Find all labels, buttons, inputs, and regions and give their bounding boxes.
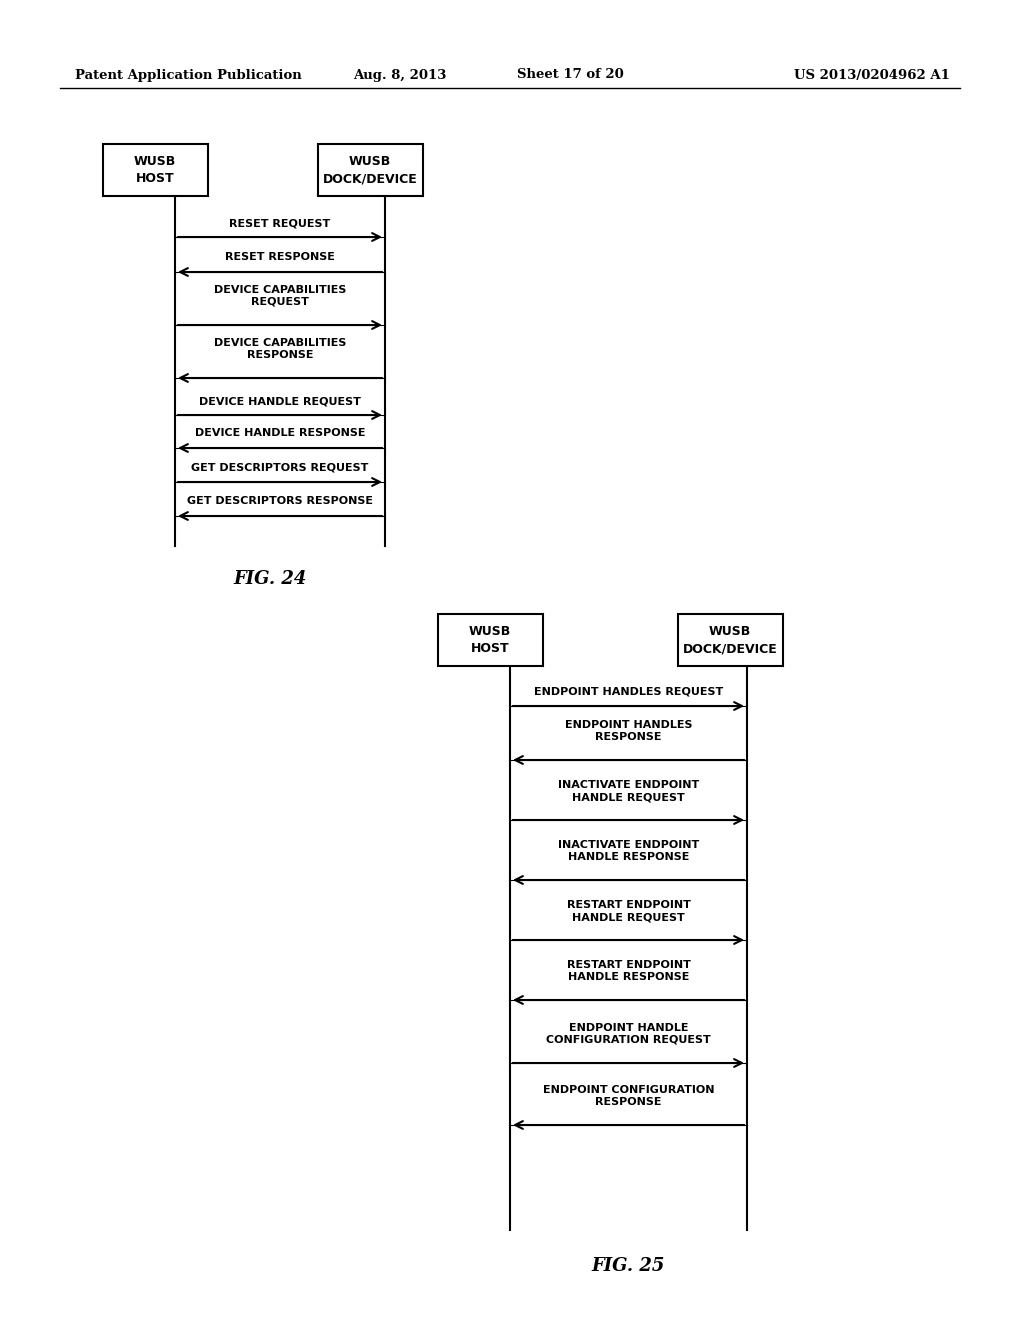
Text: US 2013/0204962 A1: US 2013/0204962 A1: [795, 69, 950, 82]
Text: ENDPOINT CONFIGURATION
RESPONSE: ENDPOINT CONFIGURATION RESPONSE: [543, 1085, 715, 1107]
Text: INACTIVATE ENDPOINT
HANDLE REQUEST: INACTIVATE ENDPOINT HANDLE REQUEST: [558, 780, 699, 803]
Bar: [678, 614, 782, 667]
Text: RESET REQUEST: RESET REQUEST: [229, 218, 331, 228]
Text: Patent Application Publication: Patent Application Publication: [75, 69, 302, 82]
Text: INACTIVATE ENDPOINT
HANDLE RESPONSE: INACTIVATE ENDPOINT HANDLE RESPONSE: [558, 840, 699, 862]
Text: Sheet 17 of 20: Sheet 17 of 20: [517, 69, 624, 82]
Text: ENDPOINT HANDLE
CONFIGURATION REQUEST: ENDPOINT HANDLE CONFIGURATION REQUEST: [546, 1023, 711, 1045]
Text: GET DESCRIPTORS RESPONSE: GET DESCRIPTORS RESPONSE: [187, 496, 373, 506]
Text: ENDPOINT HANDLES REQUEST: ENDPOINT HANDLES REQUEST: [534, 686, 723, 696]
Text: RESTART ENDPOINT
HANDLE REQUEST: RESTART ENDPOINT HANDLE REQUEST: [566, 900, 690, 921]
Text: DEVICE HANDLE RESPONSE: DEVICE HANDLE RESPONSE: [195, 428, 366, 438]
Text: FIG. 24: FIG. 24: [233, 570, 306, 587]
Text: FIG. 25: FIG. 25: [591, 1257, 665, 1275]
Bar: [437, 614, 543, 667]
Text: Aug. 8, 2013: Aug. 8, 2013: [353, 69, 446, 82]
Text: DEVICE HANDLE REQUEST: DEVICE HANDLE REQUEST: [199, 396, 360, 407]
Text: GET DESCRIPTORS REQUEST: GET DESCRIPTORS REQUEST: [191, 462, 369, 473]
Bar: [317, 144, 423, 195]
Text: DEVICE CAPABILITIES
RESPONSE: DEVICE CAPABILITIES RESPONSE: [214, 338, 346, 360]
Text: ENDPOINT HANDLES
RESPONSE: ENDPOINT HANDLES RESPONSE: [565, 719, 692, 742]
Bar: [102, 144, 208, 195]
Text: DEVICE CAPABILITIES
REQUEST: DEVICE CAPABILITIES REQUEST: [214, 285, 346, 308]
Text: WUSB
DOCK/DEVICE: WUSB DOCK/DEVICE: [683, 624, 777, 655]
Text: WUSB
DOCK/DEVICE: WUSB DOCK/DEVICE: [323, 154, 418, 185]
Text: WUSB
HOST: WUSB HOST: [134, 154, 176, 185]
Text: RESTART ENDPOINT
HANDLE RESPONSE: RESTART ENDPOINT HANDLE RESPONSE: [566, 960, 690, 982]
Text: RESET RESPONSE: RESET RESPONSE: [225, 252, 335, 261]
Text: WUSB
HOST: WUSB HOST: [469, 624, 511, 655]
